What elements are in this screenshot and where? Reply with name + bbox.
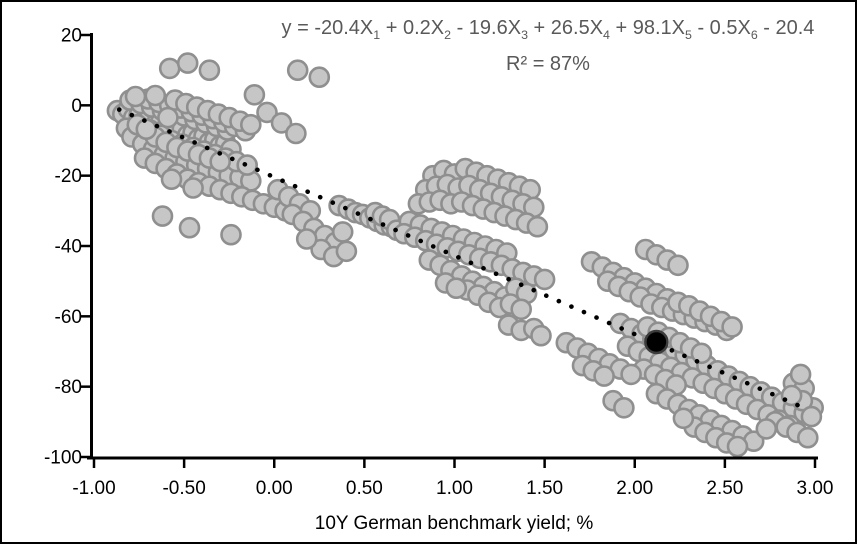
x-tick-label: -1.00 bbox=[72, 478, 115, 499]
scatter-point bbox=[182, 177, 204, 199]
x-tick-label: 0.50 bbox=[346, 478, 383, 499]
y-tick-label: -80 bbox=[55, 377, 82, 398]
scatter-point bbox=[176, 52, 199, 74]
x-axis-title: 10Y German benchmark yield; % bbox=[315, 513, 594, 534]
scatter-point bbox=[690, 342, 713, 365]
scatter-point bbox=[160, 168, 183, 190]
x-tick-label: 1.50 bbox=[526, 478, 563, 499]
scatter-point bbox=[530, 324, 552, 347]
scatter-point bbox=[789, 363, 812, 386]
scatter-point bbox=[620, 363, 642, 386]
scatter-point bbox=[613, 396, 635, 419]
scatter-point bbox=[721, 316, 743, 338]
x-tick-label: 2.00 bbox=[616, 478, 653, 499]
scatter-point bbox=[198, 59, 221, 81]
regression-equation: y = -20.4X1 + 0.2X2 - 19.6X3 + 26.5X4 + … bbox=[281, 17, 815, 42]
y-tick-label: -60 bbox=[55, 307, 82, 328]
scatter-point bbox=[270, 112, 293, 134]
x-tick-label: 1.00 bbox=[436, 478, 473, 499]
scatter-point bbox=[796, 426, 819, 449]
scatter-point bbox=[158, 57, 181, 80]
scatter-point bbox=[510, 298, 533, 321]
scatter-point bbox=[755, 418, 778, 440]
scatter-point bbox=[726, 435, 749, 458]
scatter-point bbox=[256, 101, 278, 124]
scatter-point bbox=[157, 106, 179, 129]
scatter-point bbox=[135, 118, 158, 140]
x-tick-label: 0.00 bbox=[256, 478, 293, 499]
y-tick-label: 0 bbox=[71, 96, 82, 117]
scatter-point bbox=[445, 277, 468, 300]
y-tick-label: -20 bbox=[55, 166, 82, 187]
scatter-point bbox=[240, 113, 262, 136]
scatter-point bbox=[285, 122, 307, 145]
y-tick-label: -40 bbox=[55, 237, 82, 258]
x-tick-label: -0.50 bbox=[162, 478, 205, 499]
scatter-point bbox=[800, 405, 823, 428]
r-squared-label: R² = 87% bbox=[506, 53, 590, 75]
scatter-point bbox=[151, 205, 174, 227]
scatter-point bbox=[780, 384, 803, 407]
scatter-point bbox=[308, 66, 331, 88]
y-tick-label: -100 bbox=[44, 448, 82, 469]
scatter-point bbox=[667, 254, 689, 277]
scatter-point bbox=[178, 216, 201, 239]
trend-line bbox=[116, 107, 809, 412]
scatter-point bbox=[526, 215, 549, 238]
scatter-point bbox=[295, 228, 318, 250]
scatter-point bbox=[236, 154, 258, 176]
regression-annotation: y = -20.4X1 + 0.2X2 - 19.6X3 + 26.5X4 + … bbox=[248, 14, 848, 79]
scatter-point bbox=[220, 223, 242, 246]
scatter-point bbox=[331, 221, 354, 243]
scatter-point bbox=[124, 85, 147, 108]
scatter-point bbox=[144, 84, 167, 107]
scatter-point bbox=[593, 365, 615, 387]
y-tick-label: 20 bbox=[61, 26, 82, 47]
scatter-point bbox=[335, 240, 358, 263]
x-tick-label: 2.50 bbox=[706, 478, 743, 499]
scatter-point bbox=[533, 268, 556, 291]
scatter-point bbox=[243, 84, 266, 106]
scatter-point bbox=[672, 407, 695, 430]
scatter-point bbox=[286, 59, 309, 81]
x-tick-label: 3.00 bbox=[797, 478, 834, 499]
highlighted-point bbox=[644, 329, 669, 355]
